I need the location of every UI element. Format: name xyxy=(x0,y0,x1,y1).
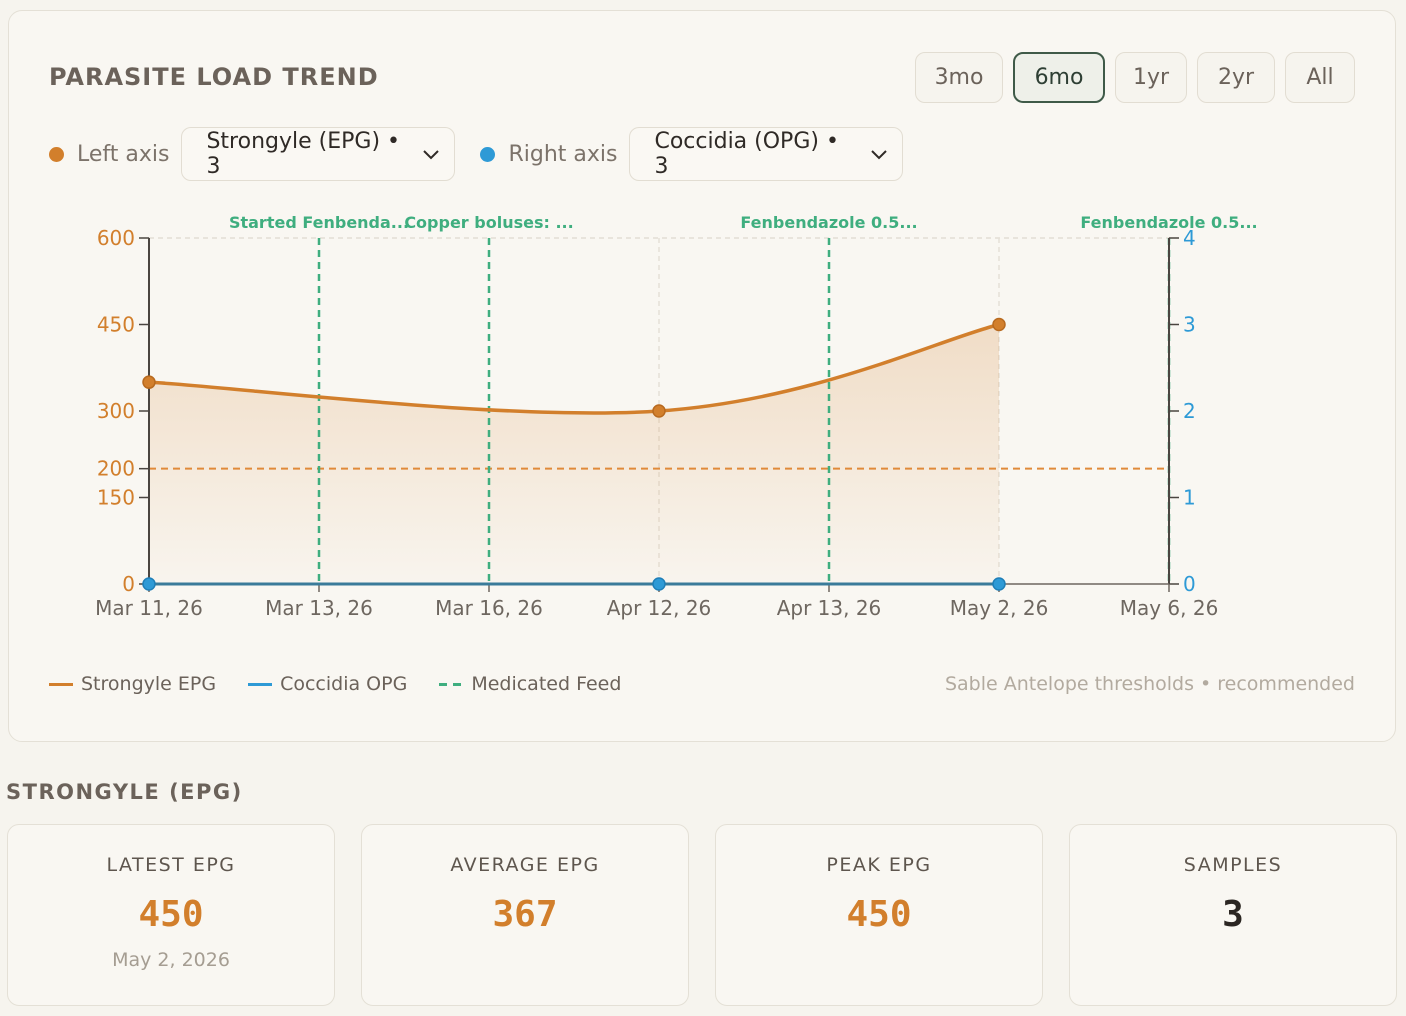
x-tick-label: May 6, 26 xyxy=(1120,596,1219,620)
right-axis-select[interactable]: Coccidia (OPG) • 3 xyxy=(629,127,904,181)
legend-strongyle-swatch xyxy=(49,682,73,686)
stat-label: PEAK EPG xyxy=(826,854,932,876)
legend-coccidia: Coccidia OPG xyxy=(248,673,407,695)
strongyle-point xyxy=(652,404,666,418)
strongyle-point xyxy=(992,317,1006,332)
stat-card-latest: LATEST EPG 450 May 2, 2026 xyxy=(7,824,335,1006)
legend-coccidia-swatch xyxy=(248,682,273,686)
strongyle-line xyxy=(148,322,1000,415)
coccidia-point xyxy=(992,577,1006,591)
legend-coccidia-label: Coccidia OPG xyxy=(280,673,408,695)
range-selector: 3mo 6mo 1yr 2yr All xyxy=(915,52,1355,103)
stat-card-average: AVERAGE EPG 367 xyxy=(361,824,689,1006)
x-tick-label: Mar 11, 26 xyxy=(95,596,203,620)
right-tick-label: 1 xyxy=(1183,486,1196,510)
left-axis-select[interactable]: Strongyle (EPG) • 3 xyxy=(181,127,456,181)
chart-legend: Strongyle EPG Coccidia OPG Medicated Fee… xyxy=(49,673,653,695)
left-tick-label: 0 xyxy=(122,572,135,596)
right-axis-label: Right axis xyxy=(508,141,618,167)
legend-medicated-feed-label: Medicated Feed xyxy=(471,673,622,695)
chevron-down-icon xyxy=(870,145,888,163)
stat-value: 450 xyxy=(846,894,912,935)
right-axis-select-value: Coccidia (OPG) • 3 xyxy=(654,129,839,179)
coccidia-point xyxy=(652,577,666,591)
left-tick-label: 300 xyxy=(97,399,135,423)
left-tick-label: 450 xyxy=(97,313,135,337)
parasite-trend-card: PARASITE LOAD TREND 3mo 6mo 1yr 2yr All … xyxy=(8,10,1396,742)
right-tick-label: 0 xyxy=(1183,572,1196,596)
chart-title: PARASITE LOAD TREND xyxy=(49,63,379,91)
event-label: Fenbendazole 0.5... xyxy=(1080,213,1257,232)
strongyle-area xyxy=(149,324,999,584)
range-all-button[interactable]: All xyxy=(1285,52,1355,103)
stat-label: LATEST EPG xyxy=(106,854,236,876)
legend-strongyle-label: Strongyle EPG xyxy=(81,673,217,695)
chevron-down-icon xyxy=(422,145,440,163)
x-tick-label: Apr 12, 26 xyxy=(607,596,712,620)
left-tick-label: 600 xyxy=(97,226,135,250)
left-tick-label: 200 xyxy=(97,457,135,481)
stat-card-samples: SAMPLES 3 xyxy=(1069,824,1397,1006)
x-tick-label: Mar 13, 26 xyxy=(265,596,373,620)
right-tick-label: 2 xyxy=(1183,399,1196,423)
legend-medicated-feed-swatch xyxy=(439,682,464,686)
x-tick-label: Mar 16, 26 xyxy=(435,596,543,620)
range-3mo-button[interactable]: 3mo xyxy=(915,52,1003,103)
stat-label: AVERAGE EPG xyxy=(450,854,600,876)
coccidia-point xyxy=(142,577,156,591)
parasite-load-chart: Started Fenbenda...Copper boluses: ... Fe… xyxy=(95,213,1257,620)
event-label: Copper boluses: ... xyxy=(404,213,573,232)
event-label: Fenbendazole 0.5... xyxy=(740,213,917,232)
axis-selectors: Left axis Strongyle (EPG) • 3 Right axis… xyxy=(49,127,904,181)
left-axis-dot-icon xyxy=(49,146,64,162)
event-label: Started Fenbenda... xyxy=(229,213,409,232)
stat-value: 367 xyxy=(492,894,558,935)
right-tick-label: 4 xyxy=(1183,226,1196,250)
range-6mo-button[interactable]: 6mo xyxy=(1013,52,1105,103)
stat-value: 3 xyxy=(1222,894,1244,935)
threshold-note: Sable Antelope thresholds • recommended xyxy=(944,673,1355,695)
stat-value: 450 xyxy=(138,894,204,935)
legend-strongyle: Strongyle EPG xyxy=(49,673,216,695)
range-1yr-button[interactable]: 1yr xyxy=(1115,52,1187,103)
range-2yr-button[interactable]: 2yr xyxy=(1197,52,1275,103)
left-axis-select-value: Strongyle (EPG) • 3 xyxy=(206,129,400,179)
stat-label: SAMPLES xyxy=(1183,854,1283,876)
stat-sub: May 2, 2026 xyxy=(112,949,230,971)
left-tick-label: 150 xyxy=(97,486,135,510)
left-axis-label: Left axis xyxy=(77,141,170,167)
stat-card-peak: PEAK EPG 450 xyxy=(715,824,1043,1006)
right-tick-label: 3 xyxy=(1183,313,1196,337)
section-title: STRONGYLE (EPG) xyxy=(6,780,243,804)
right-axis-dot-icon xyxy=(480,146,496,162)
legend-medicated-feed: Medicated Feed xyxy=(439,673,621,695)
strongyle-point xyxy=(142,375,156,389)
x-tick-label: Apr 13, 26 xyxy=(777,596,882,620)
x-tick-label: May 2, 26 xyxy=(950,596,1049,620)
